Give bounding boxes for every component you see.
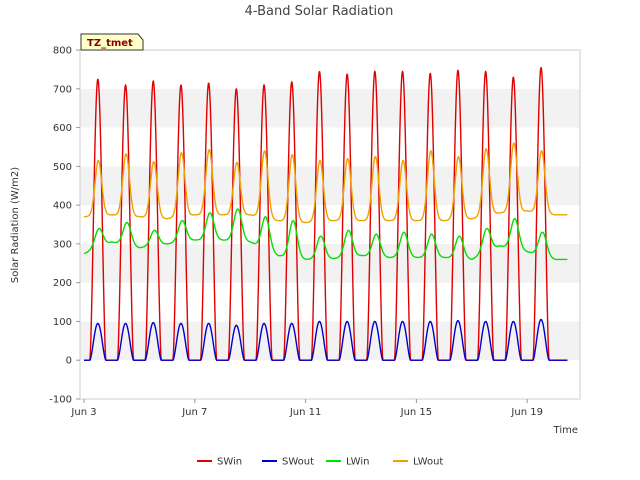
badge-box: [80, 33, 144, 51]
legend-item-lwin[interactable]: LWin: [326, 457, 369, 468]
y-axis-ticks: -100 0 100 200 300 400 500 600 700 800: [49, 46, 80, 406]
grid-band: [80, 88, 580, 128]
legend-label: LWout: [413, 457, 443, 468]
y-tick-label: 0: [66, 356, 72, 367]
x-axis-title: Time: [553, 425, 578, 436]
grid-band: [80, 321, 580, 361]
y-tick-label: 700: [53, 84, 72, 95]
x-tick-label: Jun 7: [181, 407, 207, 418]
legend-item-swout[interactable]: SWout: [262, 457, 314, 468]
grid-bands: [80, 50, 580, 399]
y-tick-label: 500: [53, 162, 72, 173]
site-badge: TZ_tmet: [80, 33, 144, 51]
y-axis-title: Solar Radiation (W/m2): [10, 167, 21, 283]
legend-item-lwout[interactable]: LWout: [393, 457, 443, 468]
chart-title: 4-Band Solar Radiation: [245, 4, 394, 19]
legend-item-swin[interactable]: SWin: [197, 457, 242, 468]
series-line-swout: [83, 318, 568, 361]
plot-frame: [79, 49, 581, 400]
x-tick-label: Jun 11: [289, 407, 322, 418]
x-axis-ticks: Jun 3 Jun 7 Jun 11 Jun 15 Jun 19: [70, 399, 543, 418]
x-tick-label: Jun 19: [510, 407, 543, 418]
grid-band: [80, 205, 580, 244]
y-tick-label: -100: [49, 395, 72, 406]
badge-text: TZ_tmet: [87, 38, 133, 49]
y-tick-label: 400: [53, 201, 72, 212]
legend: SWin SWout LWin LWout: [197, 457, 443, 468]
series-line-lwout: [83, 142, 568, 224]
x-tick-label: Jun 15: [400, 407, 433, 418]
x-tick-label: Jun 3: [70, 407, 96, 418]
y-tick-label: 100: [53, 317, 72, 328]
grid-band: [80, 243, 580, 283]
legend-label: SWin: [217, 457, 242, 468]
y-tick-label: 800: [53, 46, 72, 57]
y-tick-label: 200: [53, 278, 72, 289]
grid-band: [80, 166, 580, 206]
legend-label: LWin: [346, 457, 369, 468]
grid-band: [80, 360, 580, 399]
legend-label: SWout: [282, 457, 314, 468]
series-line-lwin: [83, 208, 568, 261]
y-tick-label: 600: [53, 123, 72, 134]
grid-band: [80, 50, 580, 89]
y-tick-label: 300: [53, 239, 72, 250]
grid-band: [80, 127, 580, 167]
series-layer: [83, 66, 568, 361]
grid-band: [80, 282, 580, 322]
